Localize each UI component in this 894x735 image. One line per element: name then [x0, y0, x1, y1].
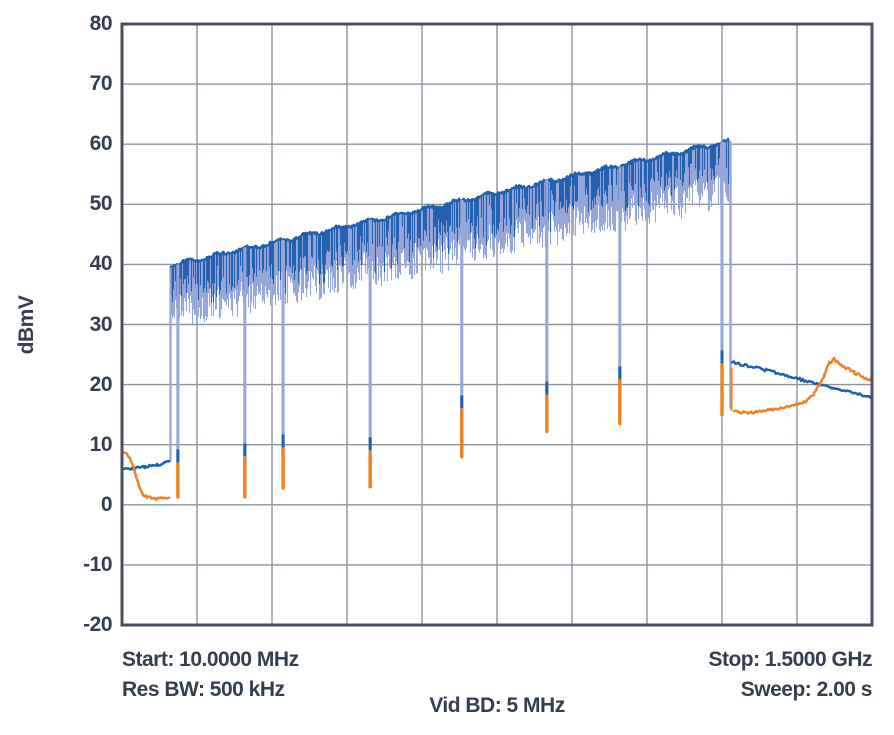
stop-sweep-annotation: Stop: 1.5000 GHz Sweep: 2.00 s [708, 645, 872, 705]
y-tick-label: 10 [89, 432, 113, 456]
y-tick-label: -10 [83, 552, 112, 576]
y-axis-title: dBmV [15, 295, 38, 355]
res-bw-label: Res BW: 500 kHz [122, 678, 285, 701]
stop-frequency-label: Stop: 1.5000 GHz [708, 648, 872, 671]
sweep-time-label: Sweep: 2.00 s [740, 678, 873, 701]
start-res-annotation: Start: 10.0000 MHz Res BW: 500 kHz [122, 645, 299, 705]
y-tick-label: -20 [83, 613, 112, 636]
y-tick-label: 70 [89, 72, 113, 96]
vid-bd-label: Vid BD: 5 MHz [429, 694, 565, 717]
y-tick-label: 80 [89, 12, 113, 35]
y-tick-label: 0 [100, 492, 113, 516]
y-tick-label: 40 [89, 252, 113, 276]
start-frequency-label: Start: 10.0000 MHz [122, 648, 299, 671]
y-tick-label: 50 [89, 192, 113, 216]
y-tick-label: 60 [89, 132, 113, 156]
y-tick-label: 30 [89, 312, 113, 336]
y-tick-label: 20 [89, 372, 113, 396]
